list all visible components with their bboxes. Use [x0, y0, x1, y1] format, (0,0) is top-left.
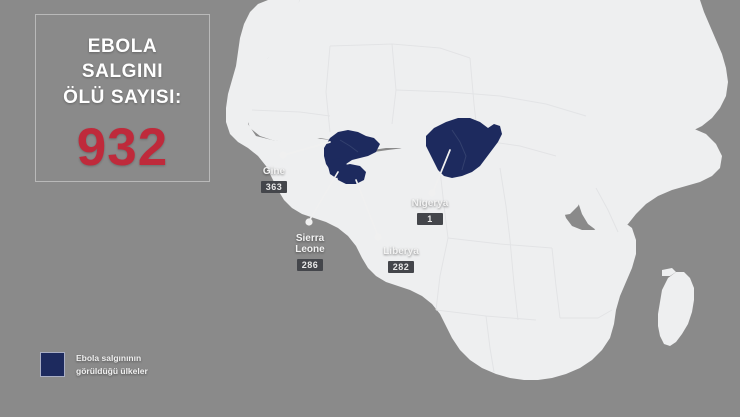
callout-nigerya-name: Nigerya — [411, 198, 449, 209]
leader-line-sierra-leone — [308, 171, 339, 222]
island-shape — [662, 268, 676, 276]
guinea-inner-border — [339, 139, 359, 153]
callout-liberya: Liberya 282 — [375, 246, 427, 275]
callout-nigerya-value: 1 — [417, 213, 443, 226]
callout-gine-value: 363 — [260, 181, 288, 194]
leader-dot-nigerya — [428, 189, 436, 197]
leader-line-nigerya — [432, 149, 451, 193]
callout-sierra-leone-value: 286 — [296, 259, 324, 272]
liberia-highlight — [336, 164, 366, 184]
leader-line-gine — [283, 141, 331, 156]
leader-lines — [283, 141, 451, 237]
leader-dot-liberya — [374, 233, 382, 241]
leader-dot-sierra-leone — [305, 218, 313, 226]
callout-gine-name: Gine — [262, 166, 286, 177]
death-count-value: 932 — [76, 117, 169, 177]
legend-color-swatch — [40, 352, 65, 377]
callout-gine: Gine 363 — [248, 166, 300, 195]
southern-africa-shape — [468, 274, 612, 366]
title-card: EBOLA SALGINI ÖLÜ SAYISI: 932 — [35, 14, 210, 182]
callout-nigerya: Nigerya 1 — [404, 198, 456, 227]
callout-sierra-leone-badge-wrap: 286 — [283, 255, 337, 273]
legend-label: Ebola salgınının görüldüğü ülkeler — [76, 353, 148, 376]
madagascar-shape — [658, 272, 694, 346]
callout-liberya-value: 282 — [387, 261, 415, 274]
title-line-3: ÖLÜ SAYISI: — [63, 86, 182, 108]
callout-liberya-badge-wrap: 282 — [375, 257, 427, 275]
country-borders — [251, 43, 619, 373]
callout-nigerya-badge-wrap: 1 — [404, 209, 456, 227]
callout-sierra-leone: Sierra Leone 286 — [283, 233, 337, 273]
horn-of-africa-shape — [578, 126, 722, 232]
north-africa-shape — [246, 0, 728, 216]
leader-line-liberya — [355, 179, 379, 237]
title-line-2: SALGINI — [81, 61, 164, 83]
callout-gine-badge-wrap: 363 — [248, 177, 300, 195]
nigeria-inner-border — [451, 129, 467, 171]
callout-liberya-name: Liberya — [383, 246, 419, 257]
title-line-1: EBOLA — [87, 36, 158, 57]
leader-dots — [279, 151, 436, 241]
leader-dot-gine — [279, 151, 287, 159]
legend: Ebola salgınının görüldüğü ülkeler — [40, 352, 148, 377]
callout-sierra-leone-name: Sierra Leone — [295, 233, 325, 256]
